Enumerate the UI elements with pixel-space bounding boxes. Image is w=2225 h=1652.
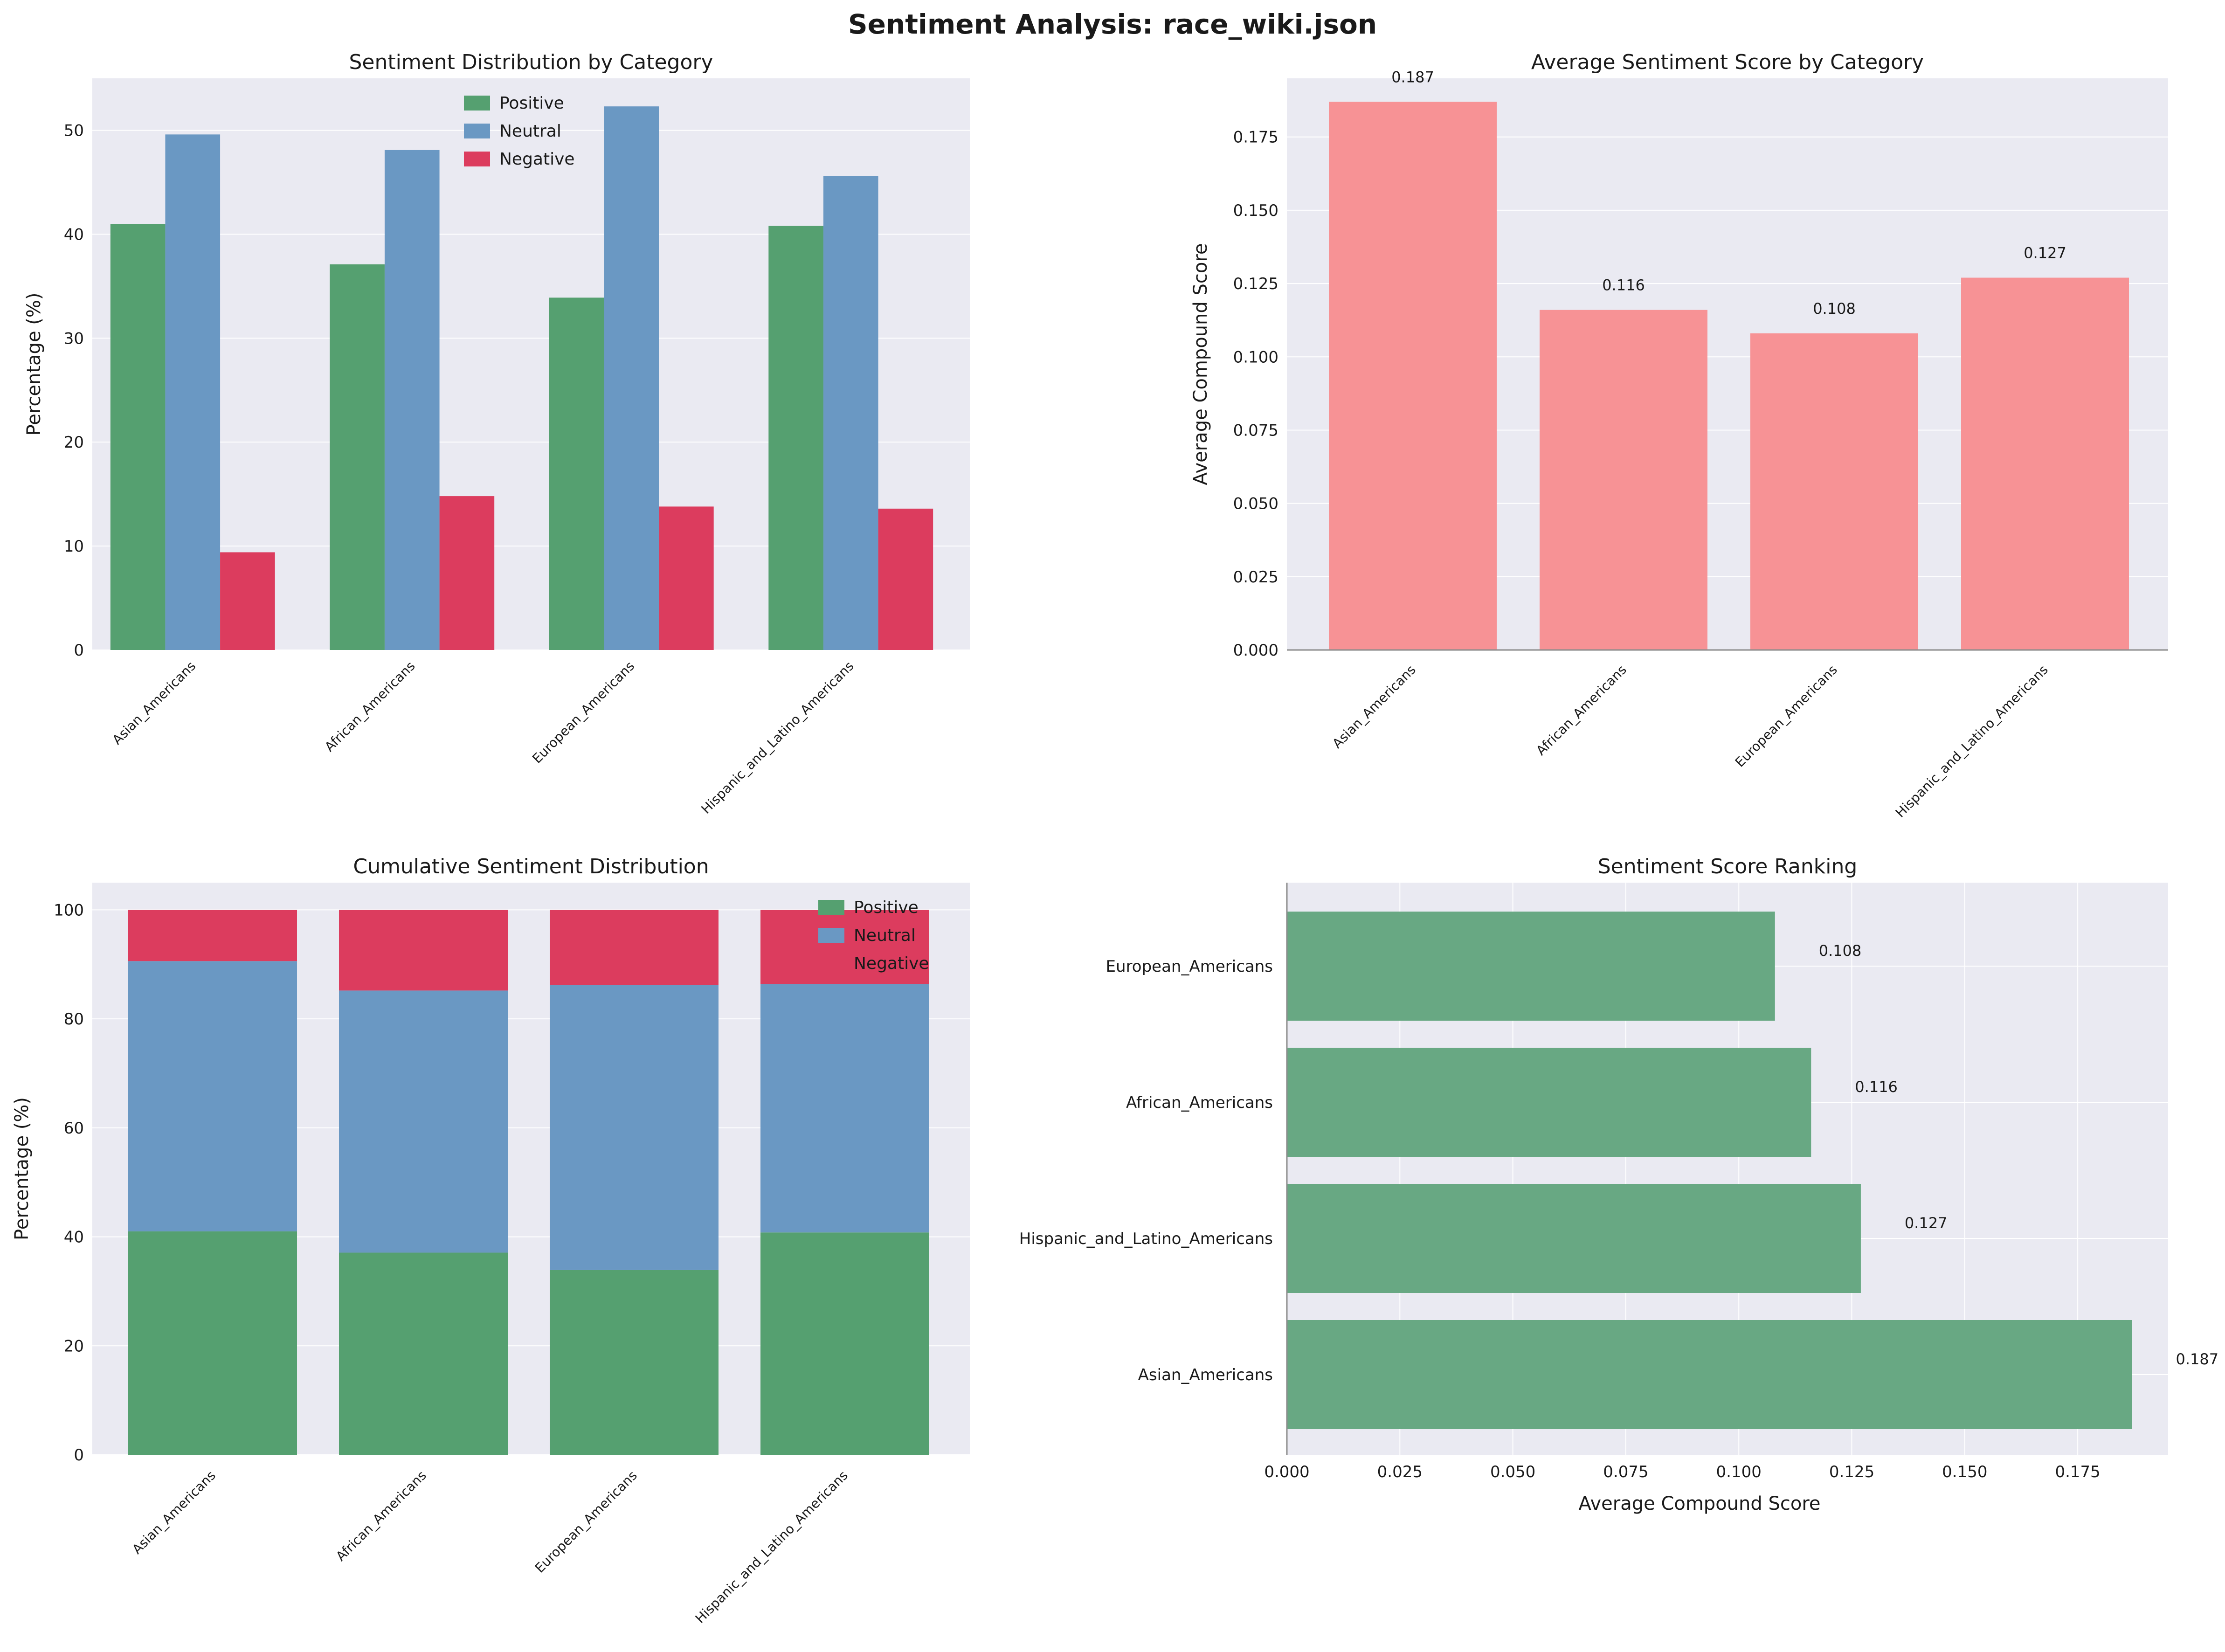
stack-neutral-african-americans bbox=[339, 990, 508, 1253]
p4-x-tick: 0.125 bbox=[1829, 1463, 1874, 1481]
bar-negative-asian-americans bbox=[220, 552, 275, 650]
p3-y-tick: 60 bbox=[64, 1119, 84, 1138]
distribution-title: Sentiment Distribution by Category bbox=[349, 50, 713, 74]
p4-y-tick-hispanic-and-latino-americans: Hispanic_and_Latino_Americans bbox=[1019, 1230, 1273, 1248]
p3-y-tick: 40 bbox=[64, 1228, 84, 1247]
avg-value-label: 0.127 bbox=[2024, 244, 2066, 262]
avg-bar-african-americans bbox=[1540, 310, 1707, 650]
bar-positive-hispanic-and-latino-americans bbox=[768, 226, 823, 650]
p1-legend-label-negative: Negative bbox=[499, 150, 575, 169]
cumulative-legend: Positive Neutral Negative bbox=[818, 898, 929, 973]
p4-x-tick: 0.025 bbox=[1377, 1463, 1423, 1481]
p3-y-tick: 0 bbox=[74, 1446, 84, 1465]
stack-positive-hispanic-and-latino-americans bbox=[760, 1232, 929, 1455]
bar-negative-hispanic-and-latino-americans bbox=[878, 508, 933, 650]
p4-x-tick: 0.100 bbox=[1716, 1463, 1762, 1481]
stack-negative-asian-americans bbox=[128, 910, 297, 961]
cumulative-y-label: Percentage (%) bbox=[11, 1097, 33, 1240]
rank-bar-asian-americans bbox=[1287, 1320, 2132, 1429]
bar-neutral-european-americans bbox=[604, 106, 659, 650]
p4-x-tick: 0.050 bbox=[1490, 1463, 1535, 1481]
p2-y-tick: 0.150 bbox=[1233, 201, 1278, 220]
p3-legend-label-positive: Positive bbox=[854, 898, 919, 917]
average-y-label: Average Compound Score bbox=[1190, 243, 1211, 485]
p2-y-tick: 0.025 bbox=[1233, 568, 1278, 587]
p1-legend-label-neutral: Neutral bbox=[499, 122, 561, 141]
p3-legend-swatch-negative bbox=[818, 956, 844, 971]
p2-y-tick: 0.125 bbox=[1233, 275, 1278, 293]
rank-value-label: 0.108 bbox=[1819, 942, 1862, 960]
stack-negative-european-americans bbox=[550, 910, 719, 985]
p3-y-tick: 80 bbox=[64, 1010, 84, 1029]
rank-bar-african-americans bbox=[1287, 1048, 1811, 1157]
bar-positive-african-americans bbox=[330, 264, 385, 650]
p2-y-tick: 0.000 bbox=[1233, 641, 1278, 660]
p1-y-tick: 50 bbox=[64, 121, 84, 140]
p3-legend-label-negative: Negative bbox=[854, 954, 929, 973]
rank-value-label: 0.187 bbox=[2176, 1350, 2218, 1368]
p3-y-tick: 20 bbox=[64, 1337, 84, 1355]
ranking-chart: 0.187 0.127 0.116 0.108 0.000 0.025 0.050 0.07… bbox=[1019, 855, 2218, 1514]
stack-neutral-european-americans bbox=[550, 985, 719, 1270]
avg-bar-asian-americans bbox=[1329, 102, 1497, 650]
stack-neutral-hispanic-and-latino-americans bbox=[760, 984, 929, 1233]
p2-y-tick: 0.050 bbox=[1233, 495, 1278, 513]
distribution-y-label: Percentage (%) bbox=[23, 293, 45, 436]
p3-legend-label-neutral: Neutral bbox=[854, 926, 916, 945]
bar-negative-african-americans bbox=[439, 496, 495, 650]
bar-positive-european-americans bbox=[549, 297, 604, 650]
ranking-x-label: Average Compound Score bbox=[1578, 1493, 1820, 1514]
distribution-legend: Positive Neutral Negative bbox=[464, 94, 575, 169]
bar-negative-european-americans bbox=[659, 506, 714, 650]
stack-positive-asian-americans bbox=[128, 1231, 297, 1455]
stack-neutral-asian-americans bbox=[128, 961, 297, 1231]
average-title: Average Sentiment Score by Category bbox=[1531, 50, 1924, 74]
p1-y-tick: 20 bbox=[64, 433, 84, 452]
p4-y-tick-european-americans: European_Americans bbox=[1106, 957, 1273, 976]
p4-x-tick: 0.175 bbox=[2055, 1463, 2100, 1481]
p1-legend-swatch-positive bbox=[464, 96, 490, 111]
p3-y-tick: 100 bbox=[54, 901, 84, 919]
p2-y-tick: 0.100 bbox=[1233, 348, 1278, 366]
rank-bar-hispanic-and-latino-americans bbox=[1287, 1184, 1861, 1293]
p1-legend-swatch-negative bbox=[464, 152, 490, 166]
bar-positive-asian-americans bbox=[110, 224, 166, 650]
bar-neutral-asian-americans bbox=[165, 134, 221, 650]
rank-value-label: 0.116 bbox=[1855, 1078, 1898, 1096]
stack-negative-hispanic-and-latino-americans bbox=[760, 910, 929, 984]
p1-legend-swatch-neutral bbox=[464, 124, 490, 138]
p1-y-tick: 40 bbox=[64, 225, 84, 244]
p1-y-tick: 30 bbox=[64, 329, 84, 348]
p2-y-tick: 0.175 bbox=[1233, 128, 1278, 147]
avg-value-label: 0.187 bbox=[1391, 68, 1434, 86]
figure-title: Sentiment Analysis: race_wiki.json bbox=[848, 8, 1377, 40]
p4-x-tick: 0.075 bbox=[1603, 1463, 1648, 1481]
p4-y-tick-african-americans: African_Americans bbox=[1126, 1093, 1273, 1112]
p3-legend-swatch-neutral bbox=[818, 928, 844, 943]
stack-positive-african-americans bbox=[339, 1252, 508, 1455]
avg-bar-european-americans bbox=[1750, 333, 1918, 650]
ranking-title: Sentiment Score Ranking bbox=[1598, 855, 1858, 878]
cumulative-title: Cumulative Sentiment Distribution bbox=[353, 855, 709, 878]
p4-x-tick: 0.000 bbox=[1264, 1463, 1309, 1481]
p4-y-tick-asian-americans: Asian_Americans bbox=[1138, 1366, 1273, 1384]
average-score-chart: 0.187 0.116 0.108 0.127 0.000 0.025 0.050 0.07… bbox=[1190, 50, 2168, 821]
stack-negative-african-americans bbox=[339, 910, 508, 991]
p4-x-tick: 0.150 bbox=[1942, 1463, 1987, 1481]
avg-value-label: 0.108 bbox=[1813, 300, 1856, 318]
avg-value-label: 0.116 bbox=[1602, 276, 1645, 294]
p1-y-tick: 10 bbox=[64, 537, 84, 556]
avg-bar-hispanic-and-latino-americans bbox=[1961, 277, 2129, 650]
p2-y-tick: 0.075 bbox=[1233, 421, 1278, 440]
bar-neutral-hispanic-and-latino-americans bbox=[823, 176, 878, 650]
p3-legend-swatch-positive bbox=[818, 900, 844, 915]
stack-positive-european-americans bbox=[550, 1270, 719, 1455]
p1-y-tick: 0 bbox=[74, 641, 84, 660]
p1-legend-label-positive: Positive bbox=[499, 94, 564, 113]
bar-neutral-african-americans bbox=[384, 150, 440, 650]
rank-value-label: 0.127 bbox=[1905, 1214, 1948, 1232]
rank-bar-european-americans bbox=[1287, 912, 1775, 1021]
